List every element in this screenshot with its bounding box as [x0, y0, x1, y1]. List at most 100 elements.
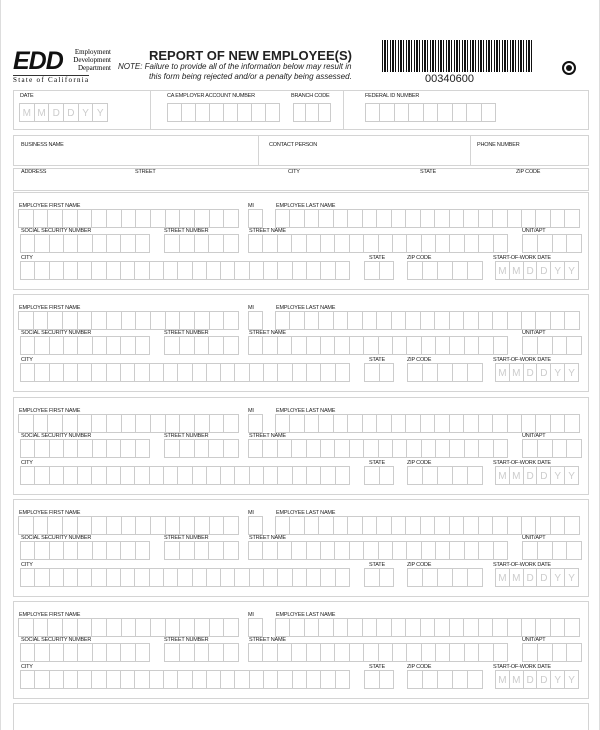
char-box[interactable] — [407, 337, 422, 354]
unit-input[interactable] — [522, 439, 582, 458]
char-box[interactable] — [35, 671, 50, 688]
char-box[interactable] — [210, 312, 225, 329]
char-box[interactable] — [450, 517, 465, 534]
char-box[interactable] — [107, 542, 122, 559]
char-box[interactable] — [307, 235, 321, 252]
char-box[interactable] — [393, 337, 408, 354]
char-box[interactable] — [93, 644, 107, 661]
char-box[interactable] — [63, 312, 78, 329]
char-box[interactable] — [321, 644, 336, 661]
char-box[interactable] — [567, 644, 581, 661]
char-box[interactable] — [307, 671, 322, 688]
char-box[interactable] — [195, 619, 210, 636]
char-box[interactable] — [136, 440, 149, 457]
char-box[interactable] — [392, 312, 407, 329]
char-box[interactable] — [136, 210, 152, 227]
char-box[interactable] — [278, 569, 293, 586]
char-box[interactable] — [180, 619, 196, 636]
char-box[interactable] — [494, 440, 507, 457]
char-box[interactable] — [235, 671, 250, 688]
char-box[interactable] — [263, 644, 278, 661]
char-box[interactable] — [319, 312, 334, 329]
char-box[interactable] — [565, 312, 578, 329]
char-box[interactable] — [305, 619, 320, 636]
char-box[interactable] — [249, 210, 262, 227]
char-box[interactable] — [436, 337, 451, 354]
char-box[interactable] — [334, 210, 349, 227]
char-box[interactable] — [276, 312, 291, 329]
char-box[interactable] — [107, 644, 122, 661]
char-box[interactable] — [50, 235, 64, 252]
char-box[interactable] — [553, 644, 568, 661]
char-box[interactable] — [538, 235, 553, 252]
char-box[interactable] — [453, 262, 468, 279]
char-box[interactable] — [50, 337, 64, 354]
char-box[interactable] — [321, 337, 336, 354]
char-box[interactable] — [21, 364, 36, 381]
char-box[interactable] — [538, 337, 553, 354]
char-box[interactable] — [335, 644, 350, 661]
char-box[interactable] — [135, 671, 150, 688]
char-box[interactable] — [136, 542, 149, 559]
char-box[interactable] — [522, 517, 537, 534]
char-box[interactable] — [263, 440, 278, 457]
char-box[interactable] — [151, 312, 166, 329]
mi-input[interactable] — [248, 618, 263, 637]
char-box[interactable] — [249, 542, 264, 559]
char-box[interactable] — [321, 542, 336, 559]
char-box[interactable] — [380, 104, 395, 121]
char-box[interactable] — [93, 235, 107, 252]
char-box[interactable] — [565, 619, 578, 636]
char-box[interactable] — [450, 312, 465, 329]
char-box[interactable]: Y — [568, 471, 575, 482]
char-box[interactable] — [348, 210, 363, 227]
char-box[interactable] — [479, 517, 494, 534]
unit-input[interactable] — [522, 234, 582, 253]
char-box[interactable] — [150, 262, 164, 279]
char-box[interactable] — [350, 644, 365, 661]
zip-input[interactable] — [407, 670, 483, 689]
state-input[interactable] — [364, 363, 394, 382]
char-box[interactable] — [92, 619, 108, 636]
char-box[interactable]: Y — [551, 364, 566, 381]
char-box[interactable] — [264, 671, 279, 688]
char-box[interactable] — [551, 619, 566, 636]
char-box[interactable] — [464, 210, 479, 227]
char-box[interactable]: Y — [551, 467, 566, 484]
char-box[interactable] — [307, 569, 322, 586]
city-input[interactable] — [20, 261, 350, 280]
ssn-input[interactable] — [20, 541, 150, 560]
char-box[interactable] — [263, 235, 278, 252]
char-box[interactable] — [366, 104, 381, 121]
char-box[interactable] — [407, 235, 422, 252]
char-box[interactable] — [408, 671, 423, 688]
char-box[interactable] — [276, 619, 291, 636]
char-box[interactable] — [336, 569, 349, 586]
char-box[interactable] — [263, 542, 278, 559]
char-box[interactable] — [406, 619, 421, 636]
char-box[interactable] — [392, 517, 407, 534]
street-name-input[interactable] — [248, 336, 508, 355]
char-box[interactable] — [523, 644, 538, 661]
char-box[interactable] — [136, 644, 149, 661]
char-box[interactable] — [393, 235, 408, 252]
char-box[interactable] — [377, 619, 392, 636]
char-box[interactable] — [207, 671, 222, 688]
char-box[interactable] — [195, 517, 210, 534]
char-box[interactable] — [21, 644, 36, 661]
char-box[interactable] — [121, 467, 136, 484]
char-box[interactable] — [93, 337, 107, 354]
char-box[interactable] — [166, 210, 181, 227]
char-box[interactable] — [307, 337, 321, 354]
char-box[interactable] — [93, 440, 107, 457]
char-box[interactable] — [479, 440, 494, 457]
char-box[interactable] — [34, 210, 49, 227]
char-box[interactable] — [438, 262, 453, 279]
char-box[interactable] — [494, 235, 507, 252]
char-box[interactable] — [63, 517, 78, 534]
char-box[interactable] — [321, 671, 336, 688]
zip-input[interactable] — [407, 261, 483, 280]
char-box[interactable] — [553, 542, 568, 559]
char-box[interactable] — [365, 569, 380, 586]
char-box[interactable] — [493, 210, 508, 227]
